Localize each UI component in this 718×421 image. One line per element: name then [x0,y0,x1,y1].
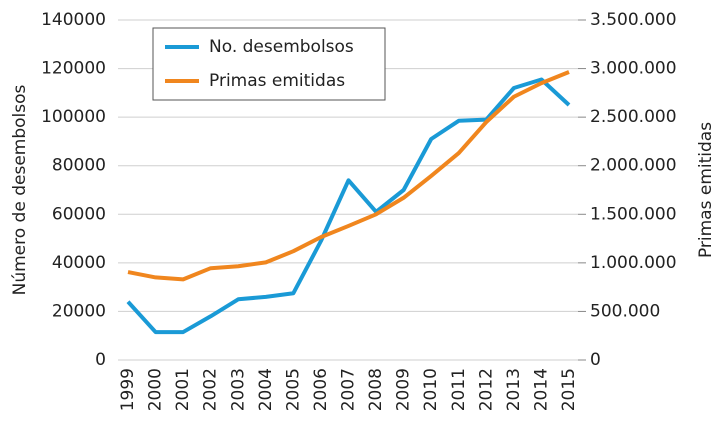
x-tick-label: 2011 [449,368,469,411]
x-tick-label: 2014 [531,368,551,411]
series-line [127,70,570,282]
x-tick-label: 2012 [476,368,496,411]
x-tick-label: 2001 [173,368,193,411]
x-tick-label: 2002 [201,368,221,411]
legend-box [152,27,386,101]
y2-tick-label: 1.500.000 [590,204,677,224]
y2-axis-label: Primas emitidas [696,122,716,258]
y-tick-label: 40000 [52,253,106,273]
y-tick-label: 60000 [52,204,106,224]
y2-tick-label: 3.000.000 [590,59,677,79]
y2-tick-label: 1.000.000 [590,253,677,273]
y-tick-label: 100000 [41,107,106,127]
x-tick-label: 2003 [228,368,248,411]
x-tick-label: 2008 [366,368,386,411]
y-axis-label: Número de desembolsos [10,84,30,295]
y-tick-label: 120000 [41,59,106,79]
y2-tick-label: 2.500.000 [590,107,677,127]
x-tick-label: 2006 [311,368,331,411]
x-tick-label: 2000 [146,368,166,411]
y-tick-label: 80000 [52,156,106,176]
x-tick-label: 2009 [394,368,414,411]
x-tick-label: 2004 [256,368,276,411]
y-tick-label: 20000 [52,301,106,321]
x-tick-label: 2013 [504,368,524,411]
x-tick-label: 2015 [559,368,579,411]
y2-tick-label: 500.000 [590,301,660,321]
legend-label: No. desembolsos [209,37,354,57]
y-tick-label: 140000 [41,10,106,30]
x-tick-label: 1999 [118,368,138,411]
x-tick-label: 2010 [421,368,441,411]
x-tick-label: 2005 [283,368,303,411]
y2-tick-label: 0 [590,350,601,370]
y2-tick-label: 3.500.000 [590,10,677,30]
x-tick-label: 2007 [339,368,359,411]
series-line [126,77,571,335]
y2-tick-label: 2.000.000 [590,156,677,176]
legend-label: Primas emitidas [209,71,345,91]
y-tick-label: 0 [95,350,106,370]
